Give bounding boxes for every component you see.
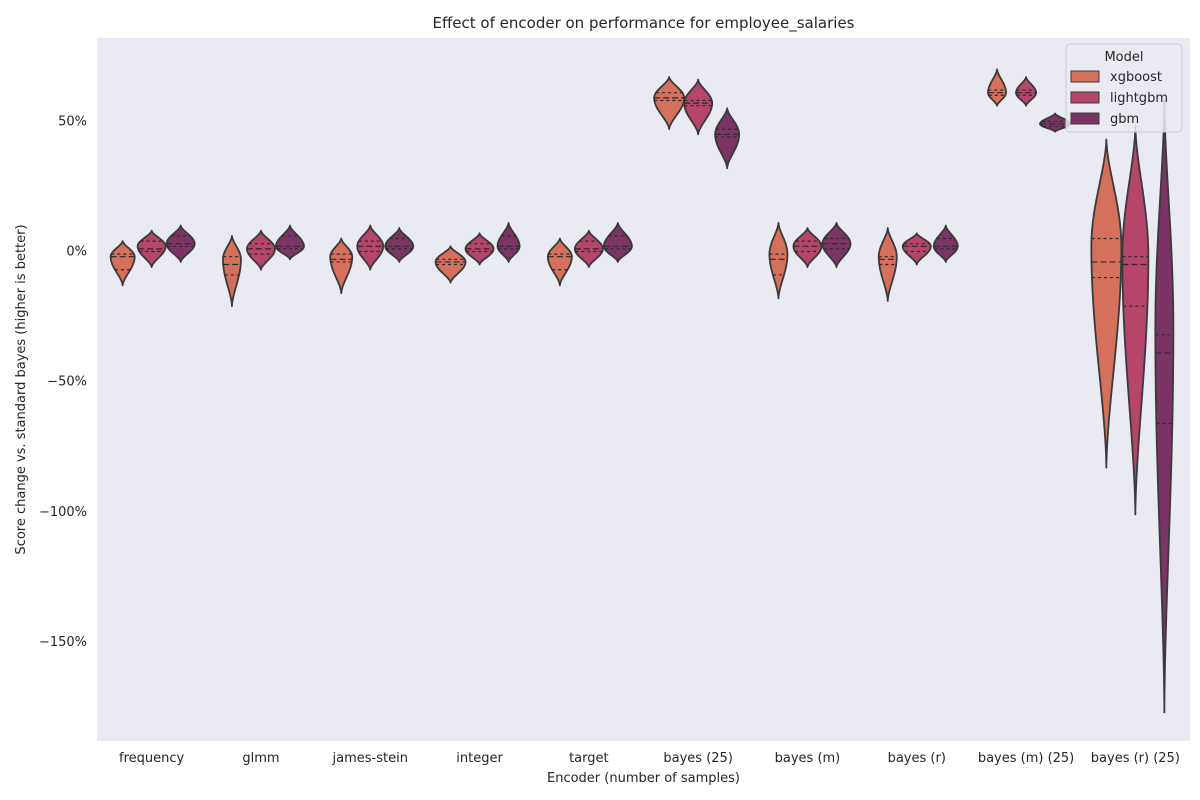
violin [546, 237, 573, 287]
violin [602, 221, 633, 263]
legend-swatch [1070, 70, 1100, 83]
violin [464, 232, 495, 266]
legend-label: gbm [1110, 112, 1139, 127]
x-tick-label: james-stein [332, 751, 408, 766]
legend-item: gbm [1070, 112, 1139, 127]
x-tick-label: glmm [242, 751, 279, 766]
violin-body [356, 224, 385, 271]
violin [384, 227, 415, 263]
legend-label: xgboost [1110, 70, 1162, 85]
violin [573, 229, 604, 269]
violin [434, 245, 467, 284]
legend-item: lightgbm [1070, 91, 1168, 106]
x-tick-label: bayes (m) [775, 751, 841, 766]
chart-title: Effect of encoder on performance for emp… [433, 14, 855, 33]
x-axis-label: Encoder (number of samples) [547, 771, 740, 786]
violin-body [768, 221, 789, 300]
violin [109, 240, 136, 287]
violin [275, 224, 305, 261]
violin [222, 234, 242, 308]
violin [877, 227, 898, 302]
y-tick-label: −150% [39, 635, 87, 650]
violin [714, 107, 741, 170]
violin [329, 237, 354, 295]
violin [136, 229, 167, 269]
legend-items: xgboost lightgbm gbm [1070, 70, 1168, 127]
violin-body [222, 234, 242, 308]
violin-body [1090, 138, 1123, 469]
violin [932, 224, 959, 263]
violin [683, 78, 714, 136]
violin [821, 221, 852, 269]
legend-swatch [1070, 112, 1100, 125]
x-tick-label: frequency [119, 751, 185, 766]
violin-body [901, 232, 932, 266]
violin-body [384, 227, 415, 263]
violins-layer [109, 68, 1175, 714]
x-tick-label: integer [456, 751, 503, 766]
violin-body [653, 76, 686, 131]
violin-body [714, 107, 741, 170]
x-tick-label: bayes (r) (25) [1091, 751, 1180, 766]
x-tick-label: target [569, 751, 609, 766]
violin-body [109, 240, 136, 287]
violin [1015, 76, 1037, 107]
y-tick-label: −50% [47, 375, 87, 390]
violin [246, 229, 276, 271]
violin-body [275, 224, 305, 261]
violin [356, 224, 385, 271]
violin [1090, 138, 1123, 469]
y-ticks: 50% 0% −50% −100% −150% [39, 114, 87, 650]
violin-body [546, 237, 573, 287]
legend: Model xgboost lightgbm gbm [1065, 43, 1183, 133]
violin-body [932, 224, 959, 263]
y-axis-label: Score change vs. standard bayes (higher … [14, 224, 29, 554]
violin-body [792, 227, 823, 269]
y-tick-label: 50% [58, 114, 87, 129]
x-tick-label: bayes (25) [663, 751, 733, 766]
violin-body [496, 221, 521, 263]
legend-label: lightgbm [1110, 91, 1168, 106]
violin [165, 224, 196, 263]
legend-item: xgboost [1070, 70, 1162, 85]
x-tick-label: bayes (r) [888, 751, 946, 766]
violin-body [683, 78, 714, 136]
violin [496, 221, 521, 263]
violin-body [1015, 76, 1037, 107]
violin [987, 68, 1007, 107]
violin-body [821, 221, 852, 269]
legend-swatch [1070, 91, 1100, 104]
plot-background [97, 38, 1190, 741]
violin-body [987, 68, 1007, 107]
y-tick-label: 0% [66, 245, 87, 260]
violin [653, 76, 686, 131]
y-tick-label: −100% [39, 505, 87, 520]
violin-body [246, 229, 276, 271]
x-ticks: frequency glmm james-stein integer target bay… [119, 751, 1180, 766]
violin-body [329, 237, 354, 295]
violin [901, 232, 932, 266]
x-tick-label: bayes (m) (25) [978, 751, 1074, 766]
legend-title: Model [1104, 50, 1143, 65]
violin [792, 227, 823, 269]
violin [768, 221, 789, 300]
legend-box [1065, 43, 1183, 133]
